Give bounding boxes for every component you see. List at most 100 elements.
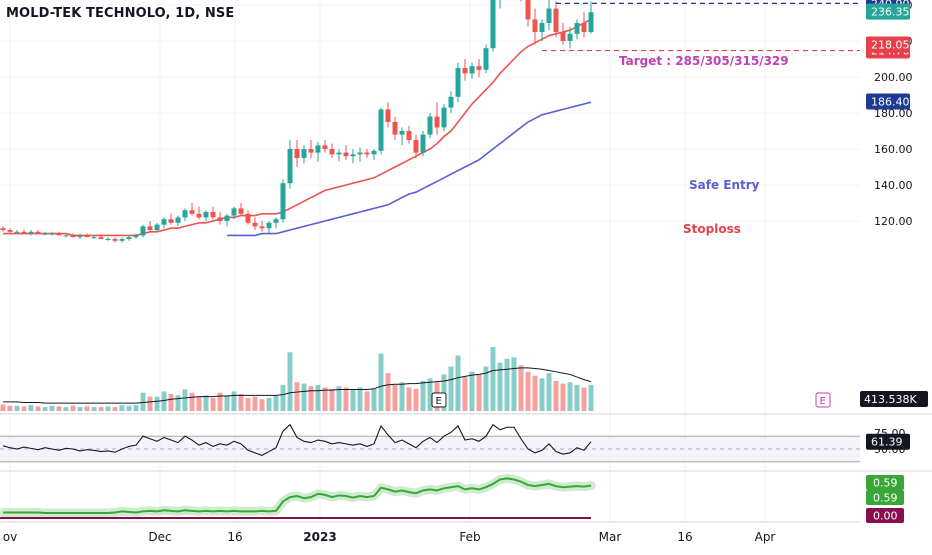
volume-bar — [287, 352, 293, 411]
volume-bar — [77, 407, 83, 411]
earnings-marker-box — [431, 392, 447, 408]
x-tick-label: 16 — [227, 530, 242, 544]
volume-bar — [161, 391, 167, 411]
candle-body — [70, 235, 76, 238]
indicator-tag-bg — [866, 490, 904, 505]
candle-body — [315, 145, 321, 153]
volume-bar — [252, 396, 258, 411]
volume-bar — [0, 404, 6, 411]
candle-body — [385, 109, 391, 122]
volume-bar — [273, 395, 279, 411]
volume-bar — [455, 355, 461, 411]
candle-body — [259, 226, 265, 229]
volume-bar — [133, 405, 139, 411]
y-tick-label: 140.00 — [874, 179, 913, 192]
volume-tag-bg — [860, 391, 928, 407]
x-tick-label: 2023 — [303, 530, 336, 544]
volume-bar — [280, 384, 286, 411]
candle-body — [245, 213, 251, 223]
candle-body — [189, 210, 195, 214]
candle-body — [7, 230, 13, 232]
candle-body — [434, 116, 440, 128]
candle-body — [105, 239, 111, 240]
stoploss-annotation: Stoploss — [683, 222, 741, 236]
candle-body — [91, 237, 97, 239]
candle-body — [581, 23, 587, 32]
y-tick-label: 200.00 — [874, 71, 913, 84]
volume-bar — [175, 395, 181, 411]
volume-bar — [21, 406, 27, 411]
oscillator-line — [2, 423, 592, 457]
x-tick-label: Feb — [459, 530, 480, 544]
volume-bar — [518, 365, 524, 411]
candle-body — [224, 215, 230, 221]
candle-body — [448, 96, 454, 108]
volume-bar — [126, 405, 132, 411]
volume-bar — [14, 405, 20, 411]
price-tag: 236.35 — [871, 6, 910, 19]
candle-body — [266, 222, 272, 229]
candle-body — [84, 235, 90, 238]
price-tag-bg — [866, 36, 910, 53]
candle-body — [392, 122, 398, 135]
candle-body — [175, 217, 181, 223]
indicator-tag-bg — [866, 475, 904, 490]
candle-body — [399, 131, 405, 135]
indicator-tag: 0.59 — [873, 492, 898, 505]
candle-body — [203, 212, 209, 218]
volume-bar — [399, 382, 405, 411]
candle-body — [21, 231, 27, 234]
candle-body — [539, 23, 545, 32]
candle-body — [35, 231, 41, 234]
candle-body — [168, 219, 174, 223]
osc-band — [0, 436, 860, 462]
volume-bar — [490, 347, 496, 411]
candle-body — [119, 239, 125, 241]
volume-bar — [203, 395, 209, 411]
candle-body — [273, 219, 279, 223]
volume-bar — [364, 391, 370, 411]
candle-body — [217, 217, 223, 221]
candle-body — [252, 222, 258, 227]
volume-bar — [266, 397, 272, 411]
volume-bar — [294, 382, 300, 411]
target-annotation: Target : 285/305/315/329 — [619, 54, 789, 68]
volume-bar — [301, 383, 307, 411]
osc-tag: 61.39 — [871, 436, 903, 449]
candle-body — [147, 226, 153, 230]
volume-bar — [476, 374, 482, 411]
x-tick-label: ov — [3, 530, 17, 544]
candle-body — [308, 149, 314, 153]
volume-bar — [224, 395, 230, 411]
volume-ma-line — [3, 367, 592, 404]
x-tick-label: Apr — [755, 530, 776, 544]
earnings-marker: E — [820, 396, 826, 407]
volume-bar — [168, 394, 174, 411]
volume-bar — [210, 397, 216, 411]
candle-body — [133, 235, 139, 238]
x-tick-label: 16 — [677, 530, 692, 544]
candle-body — [490, 0, 496, 49]
candle-body — [406, 131, 412, 140]
candle-body — [525, 0, 531, 20]
volume-bar — [497, 362, 503, 411]
volume-bar — [560, 383, 566, 411]
volume-bar — [259, 399, 265, 411]
candle-body — [336, 152, 342, 155]
candle-body — [476, 66, 482, 70]
indicator-tag: 0.59 — [873, 477, 898, 490]
volume-bar — [28, 405, 34, 411]
price-tag-bg — [866, 93, 910, 110]
volume-bar — [49, 405, 55, 411]
symbol-header: MOLD-TEK TECHNOLO, 1D, NSE — [6, 6, 235, 21]
price-tag-bg — [866, 3, 910, 20]
volume-bar — [567, 382, 573, 411]
candle-body — [357, 152, 363, 155]
earnings-marker: E — [436, 396, 442, 407]
volume-bar — [483, 366, 489, 411]
candle-body — [546, 8, 552, 23]
volume-bar — [371, 388, 377, 411]
volume-bar — [504, 358, 510, 411]
indicator-tag: 0.00 — [873, 510, 898, 523]
